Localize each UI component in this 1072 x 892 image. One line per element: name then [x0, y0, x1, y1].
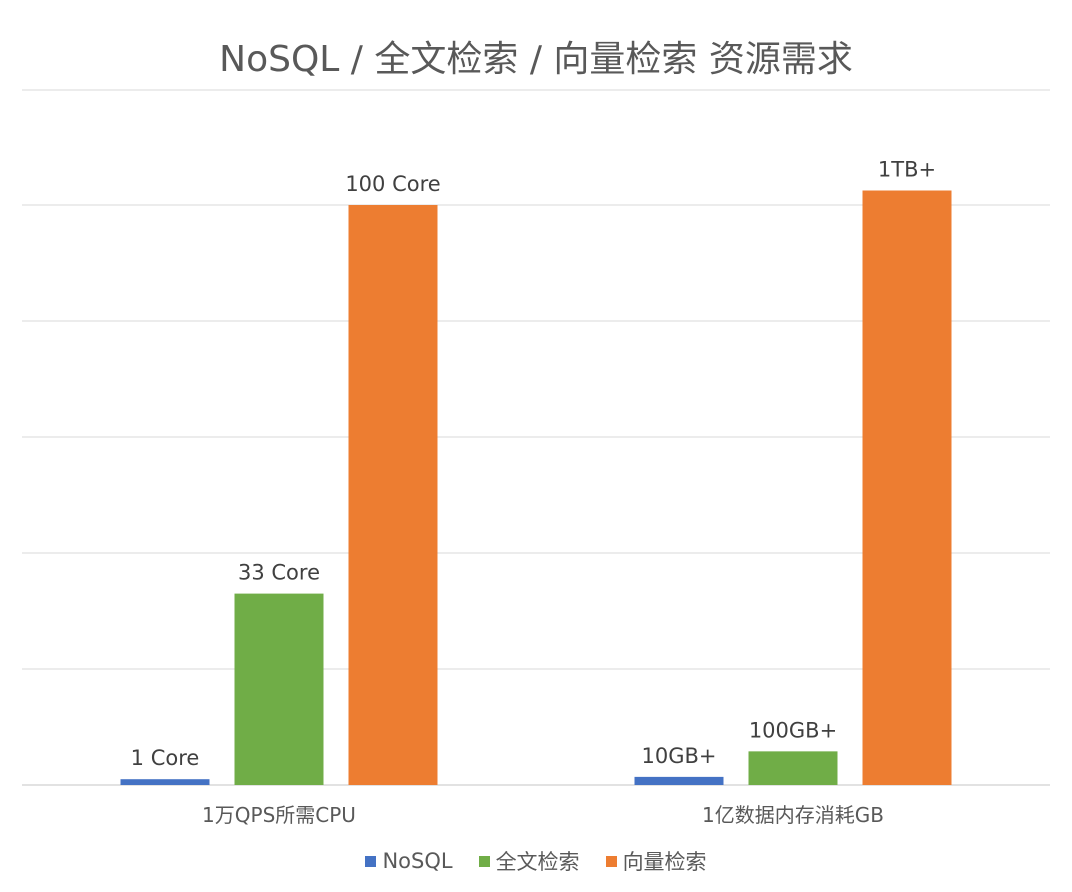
data-label: 33 Core	[238, 561, 320, 585]
legend-swatch	[478, 855, 490, 867]
x-tick-label: 1万QPS所需CPU	[202, 803, 356, 827]
legend-item: 向量检索	[605, 846, 707, 876]
bar-2-1	[234, 593, 324, 785]
bar-3-2	[862, 190, 952, 785]
data-label: 1 Core	[131, 746, 200, 770]
bar-1-2	[634, 776, 724, 785]
legend-item: 全文检索	[478, 846, 580, 876]
legend: NoSQL 全文检索 向量检索	[0, 846, 1072, 876]
data-label: 100GB+	[749, 718, 837, 742]
x-tick-label: 1亿数据内存消耗GB	[702, 803, 884, 827]
legend-label: 全文检索	[495, 850, 580, 874]
legend-label: 向量检索	[622, 850, 707, 874]
data-label: 1TB+	[878, 158, 936, 182]
bar-1-1	[120, 779, 210, 785]
legend-swatch	[605, 855, 617, 867]
legend-label: NoSQL	[382, 849, 453, 873]
data-label: 10GB+	[642, 744, 717, 768]
legend-swatch	[365, 855, 377, 867]
chart-title: NoSQL / 全文检索 / 向量检索 资源需求	[219, 39, 853, 80]
legend-item: NoSQL	[365, 849, 453, 873]
bar-3-1	[348, 205, 438, 785]
data-label: 100 Core	[345, 172, 440, 196]
bar-2-2	[748, 751, 838, 785]
